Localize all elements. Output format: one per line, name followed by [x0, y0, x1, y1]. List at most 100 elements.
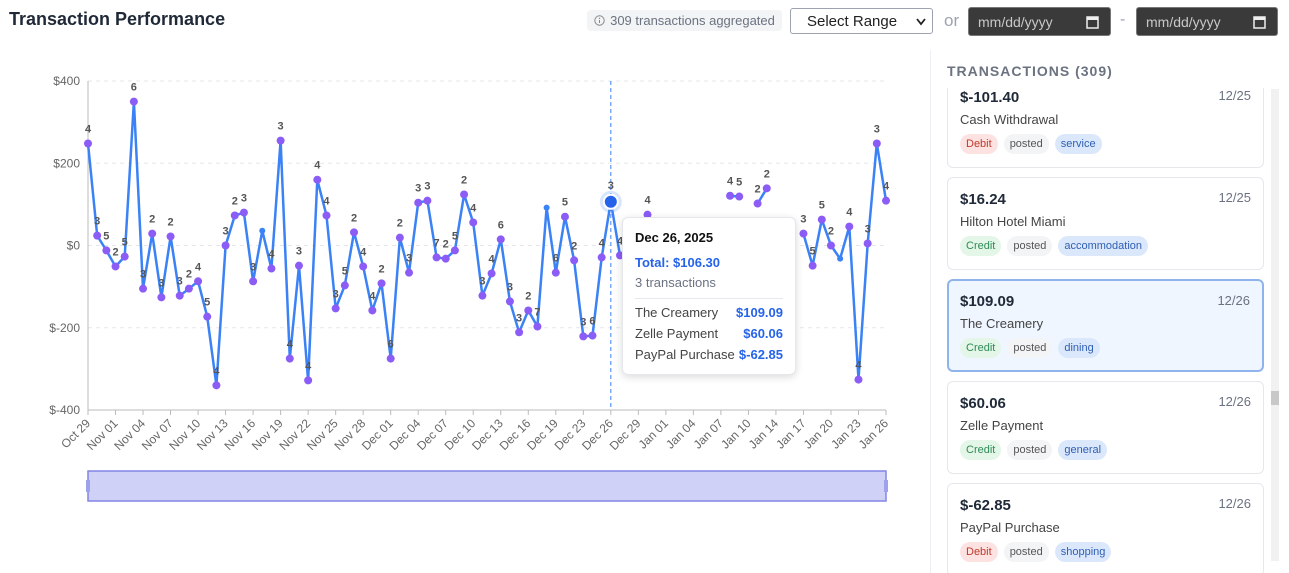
count-label: 3	[333, 288, 339, 300]
transaction-card[interactable]: $109.09 12/26 The Creamery Credit posted dini…	[947, 279, 1264, 372]
or-text: or	[944, 11, 960, 30]
count-label: 2	[828, 226, 834, 238]
point	[377, 279, 386, 288]
point	[579, 332, 588, 341]
point	[826, 241, 835, 250]
category-tag: shopping	[1054, 542, 1112, 562]
count-label: 2	[112, 246, 118, 258]
count-label: 5	[103, 230, 109, 242]
point	[487, 269, 496, 278]
point	[405, 268, 414, 277]
count-label: 2	[764, 168, 770, 180]
x-tick-label: Jan 17	[773, 416, 809, 452]
category-tag: general	[1058, 440, 1108, 460]
point	[533, 322, 542, 331]
count-label: 3	[507, 281, 513, 293]
count-label: 4	[360, 246, 367, 258]
item-amount: $-62.85	[738, 347, 783, 362]
tooltip-items: The Creamery $109.09 Zelle Payment $60.06 Pa…	[635, 305, 783, 362]
count-label: 4	[268, 249, 275, 261]
slider-handle[interactable]	[86, 480, 90, 492]
x-tick-label: Dec 29	[607, 416, 644, 453]
count-label: 5	[204, 297, 210, 309]
count-label: 4	[85, 124, 92, 136]
badge: 309 transactions aggregated	[587, 10, 782, 31]
point	[259, 227, 266, 234]
point	[863, 239, 872, 248]
date: 12/26	[1218, 496, 1251, 511]
point	[570, 256, 579, 265]
merchant: Cash Withdrawal	[960, 112, 1059, 127]
count-label: 4	[846, 207, 853, 219]
type-tag: Debit	[960, 134, 998, 154]
list-inner: $-101.40 12/25 Cash Withdrawal Debit posted s…	[947, 88, 1264, 573]
point	[120, 252, 129, 261]
transaction-list: $-101.40 12/25 Cash Withdrawal Debit posted s…	[947, 88, 1264, 573]
type-tag: Debit	[960, 542, 998, 562]
tags: Credit posted dining	[960, 338, 1251, 358]
point	[111, 262, 120, 271]
point	[432, 253, 441, 262]
point	[872, 139, 881, 148]
point	[175, 291, 184, 300]
point	[817, 215, 826, 224]
count-label: 4	[644, 195, 651, 207]
point	[597, 253, 606, 262]
count-label: 3	[94, 216, 100, 228]
badge-text: 309 transactions aggregated	[610, 13, 775, 28]
range-select[interactable]: Select Range	[790, 8, 933, 34]
slider-handle[interactable]	[884, 480, 888, 492]
point	[129, 97, 138, 106]
tooltip-row: PayPal Purchase $-62.85	[635, 347, 783, 362]
point	[496, 235, 505, 244]
point	[414, 198, 423, 207]
tags: Debit posted service	[960, 134, 1251, 154]
point	[450, 246, 459, 255]
count-label: 5	[562, 197, 568, 209]
date-input[interactable]: mm/dd/yyyy	[1136, 7, 1278, 36]
point	[543, 204, 550, 211]
y-tick-label: $-200	[49, 321, 80, 335]
tooltip-row: Zelle Payment $60.06	[635, 326, 783, 341]
status-tag: posted	[1007, 440, 1053, 460]
count-label: 2	[351, 212, 357, 224]
transaction-card[interactable]: $16.24 12/25 Hilton Hotel Miami Credit poste…	[947, 177, 1264, 270]
y-tick-label: $-400	[49, 403, 80, 417]
point	[845, 222, 854, 231]
point	[84, 139, 92, 148]
point	[93, 231, 102, 240]
point	[762, 184, 771, 193]
transaction-card[interactable]: $60.06 12/26 Zelle Payment Credit posted gene…	[947, 381, 1264, 474]
dash: -	[1120, 11, 1126, 28]
status-tag: posted	[1007, 338, 1053, 358]
point	[368, 306, 377, 315]
count-label: 2	[525, 290, 531, 302]
transaction-card[interactable]: $-101.40 12/25 Cash Withdrawal Debit posted s…	[947, 88, 1264, 168]
point	[322, 211, 331, 220]
point	[294, 261, 303, 270]
point	[395, 233, 404, 242]
y-tick-label: $200	[53, 156, 80, 170]
date-input[interactable]: mm/dd/yyyy	[968, 7, 1111, 36]
count-label: 3	[140, 269, 146, 281]
count-label: 3	[177, 276, 183, 288]
date-placeholder: mm/dd/yyyy	[1146, 13, 1221, 30]
point	[139, 284, 148, 293]
calendar-icon	[1086, 16, 1099, 29]
transaction-card[interactable]: $-62.85 12/26 PayPal Purchase Debit posted sh…	[947, 483, 1264, 573]
item-name: Zelle Payment	[635, 326, 719, 341]
count-label: 4	[369, 290, 376, 302]
merchant: Zelle Payment	[960, 418, 1044, 433]
point	[221, 241, 230, 250]
x-tick-label: Jan 20	[801, 416, 837, 452]
point	[602, 193, 619, 210]
count-label: 4	[470, 202, 477, 214]
y-tick-label: $400	[53, 74, 80, 88]
scroll-thumb[interactable]	[1271, 391, 1279, 405]
count-label: 4	[314, 160, 321, 172]
amount: $-101.40	[960, 89, 1020, 106]
type-tag: Credit	[960, 338, 1002, 358]
point	[460, 190, 469, 199]
